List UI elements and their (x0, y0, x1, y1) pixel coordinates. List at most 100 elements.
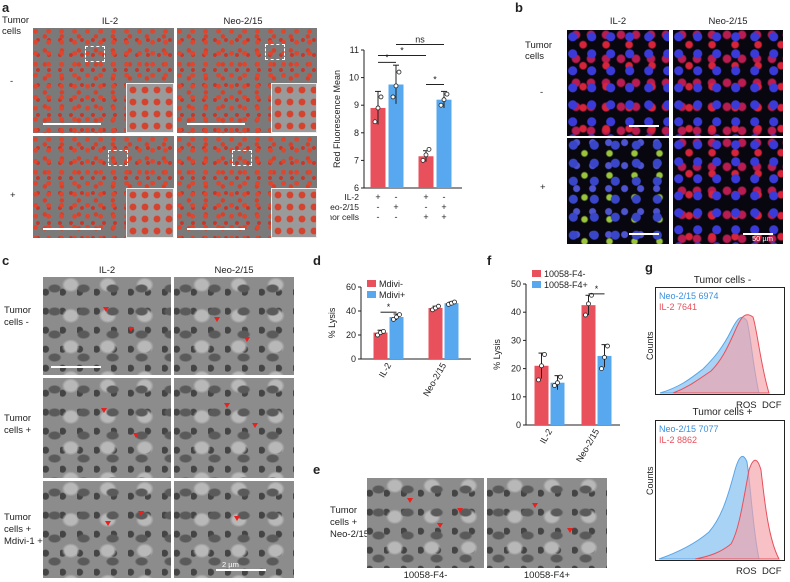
f-point (599, 366, 604, 371)
d-bar (373, 332, 388, 359)
a-sig-mark: ns (415, 34, 425, 44)
d-point (397, 312, 402, 317)
a-row-header: Tumor cells (2, 15, 30, 37)
e-col-f4-minus: 10058-F4- (403, 570, 448, 581)
e-row-label: Tumor cells + Neo-2/15 (330, 505, 370, 540)
g-top-legend-il2: IL-2 7641 (659, 302, 697, 312)
panel-label-e: e (313, 462, 321, 477)
a-point (378, 94, 384, 100)
a-ytick-label: 9 (354, 100, 359, 110)
a-ytick-label: 11 (350, 45, 359, 55)
e-image-f4-plus (487, 478, 607, 568)
a-ytick-label: 6 (354, 183, 359, 193)
b-image-neo-plus (673, 138, 783, 244)
f-legend-swatch (532, 281, 541, 288)
f-xtick-label: IL-2 (538, 427, 554, 445)
a-row-plus: + (10, 190, 16, 201)
c-row-2: Tumor cells + (4, 413, 32, 436)
d-ytick-label: 0 (351, 354, 356, 364)
g-top-ylabel: Counts (645, 331, 655, 360)
d-point (391, 317, 396, 322)
a-condition-mark: - (395, 212, 398, 222)
a-point (372, 119, 378, 125)
g-top-frame (655, 287, 785, 395)
f-sig-mark: * (595, 284, 599, 294)
e-col-f4-plus: 10058-F4+ (523, 570, 571, 581)
d-point (452, 299, 457, 305)
c-col-il2: IL-2 (98, 265, 116, 276)
f-point (586, 301, 591, 307)
a-ylabel: Red Fluorescence Mean (332, 70, 342, 168)
c-image-il2-1 (43, 277, 171, 375)
f-point (602, 354, 607, 360)
a-ytick-label: 8 (354, 128, 359, 138)
panel-label-g: g (645, 260, 653, 275)
a-point (375, 105, 381, 111)
a-point (396, 69, 402, 75)
a-point (393, 83, 399, 89)
f-bar (597, 355, 612, 425)
d-xtick-label: Neo-2/15 (421, 361, 448, 398)
f-bar (581, 305, 596, 425)
d-ylabel: % Lysis (327, 307, 337, 338)
g-bottom-frame (655, 420, 785, 561)
a-condition-mark: + (423, 212, 428, 222)
d-sig-mark: * (387, 302, 391, 312)
d-legend-label: Mdivi+ (379, 290, 405, 300)
panel-label-c: c (2, 253, 10, 268)
b-image-il2-plus (567, 138, 669, 244)
a-condition-mark: - (377, 202, 380, 212)
a-condition-mark: - (395, 192, 398, 202)
c-row-1: Tumor cells - (4, 305, 32, 328)
b-row-minus: - (540, 87, 544, 98)
a-condition-mark: - (443, 192, 446, 202)
a-condition-label: Tumor cells (330, 212, 359, 222)
d-point (375, 332, 380, 338)
a-sig-mark: * (433, 75, 437, 85)
g-top-legend-neo: Neo-2/15 6974 (659, 291, 719, 301)
f-point (536, 377, 541, 383)
panel-label-b: b (515, 0, 523, 15)
b-scale-label: 50 µm (752, 234, 773, 243)
a-bar (436, 99, 452, 188)
f-point (542, 352, 547, 357)
a-ytick-label: 10 (349, 73, 359, 83)
a-condition-label: IL-2 (344, 192, 359, 202)
a-bar (370, 107, 386, 188)
f-ytick-label: 40 (511, 307, 521, 317)
f-legend-label: 10058-F4+ (544, 280, 588, 290)
a-condition-mark: + (393, 202, 398, 212)
g-bottom-xlabel-ros: ROS (736, 566, 757, 577)
g-bottom-title: Tumor cells + (692, 407, 753, 418)
d-legend-label: Mdivi- (379, 279, 403, 289)
b-col-neo: Neo-2/15 (708, 16, 748, 27)
b-col-il2: IL-2 (609, 16, 627, 27)
a-condition-mark: + (441, 202, 446, 212)
g-top-xlabel-ros: ROS (736, 400, 757, 411)
g-bottom-ylabel: Counts (645, 466, 655, 495)
a-ytick-label: 7 (354, 155, 359, 165)
f-point (555, 380, 560, 386)
d-legend-swatch (367, 291, 376, 298)
a-bar (418, 156, 434, 188)
a-sig-mark: * (400, 46, 404, 56)
g-bottom-xlabel-dcf: DCF (762, 566, 782, 577)
f-chart: 0 10 20 30 40 50 % Lysis 10058-F4-10058-F4+ IL-2… (492, 269, 620, 462)
b-image-il2-minus (567, 30, 669, 136)
f-point (539, 363, 544, 369)
c-image-il2-3 (43, 481, 171, 578)
d-point (436, 303, 441, 309)
a-condition-mark: + (441, 212, 446, 222)
a-bar (388, 84, 404, 188)
d-ytick-label: 40 (346, 306, 356, 316)
a-row-minus: - (10, 76, 14, 87)
g-top-il2-hist (672, 314, 770, 394)
a-image-il2-plus (33, 136, 174, 238)
c-scale-label: 2 µm (222, 560, 239, 569)
panel-label-f: f (487, 253, 492, 268)
panel-label-d: d (313, 253, 321, 268)
f-ytick-label: 30 (511, 335, 521, 345)
a-condition-mark: + (375, 192, 380, 202)
f-xtick-label: Neo-2/15 (574, 427, 601, 462)
